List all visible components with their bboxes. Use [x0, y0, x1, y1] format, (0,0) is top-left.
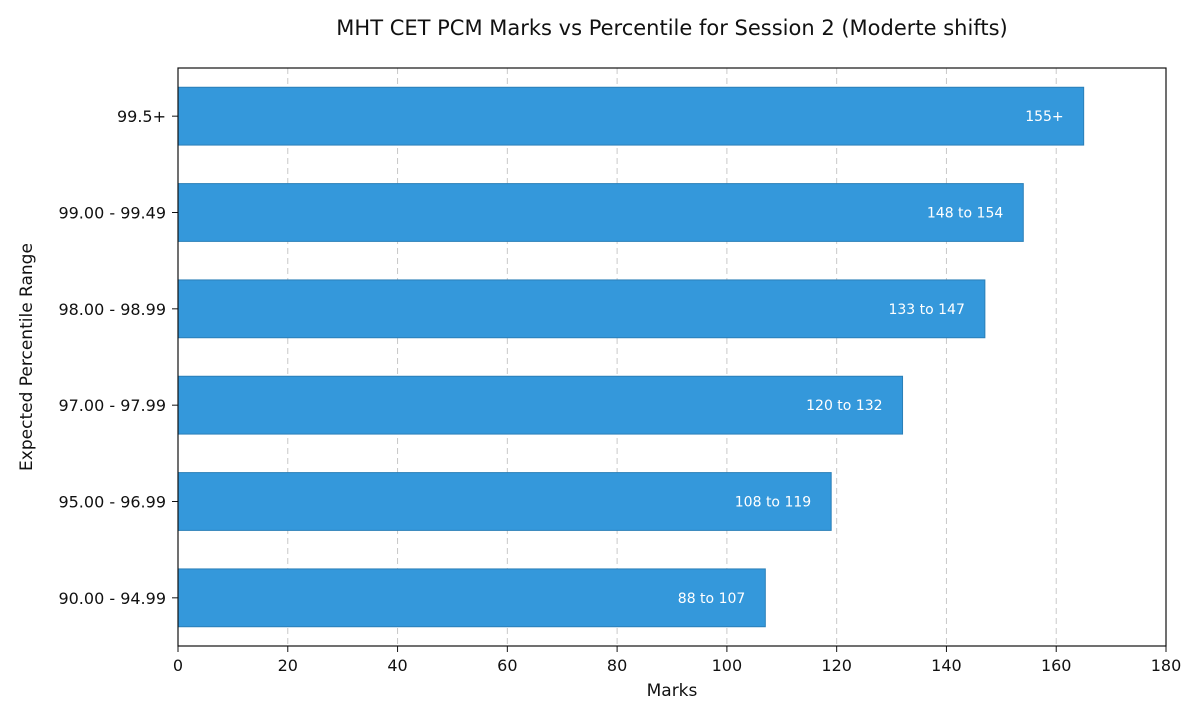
bar — [177, 375, 904, 435]
x-tick-label: 120 — [821, 656, 852, 675]
x-axis-ticks: 0 20 40 60 80 100 120 140 160 180 — [173, 646, 1181, 675]
x-tick-label: 20 — [278, 656, 298, 675]
chart-title: MHT CET PCM Marks vs Percentile for Sess… — [336, 16, 1007, 40]
x-tick-label: 40 — [387, 656, 407, 675]
x-tick-label: 80 — [607, 656, 627, 675]
y-tick-label: 90.00 - 94.99 — [58, 589, 166, 608]
x-tick-label: 160 — [1041, 656, 1072, 675]
y-axis-label: Expected Percentile Range — [17, 243, 37, 471]
x-tick-label: 100 — [712, 656, 743, 675]
x-tick-label: 180 — [1151, 656, 1182, 675]
bar — [177, 472, 832, 531]
grid — [287, 68, 1057, 646]
x-tick-label: 60 — [497, 656, 517, 675]
bar — [177, 183, 1024, 242]
bar — [177, 279, 986, 339]
bars — [177, 86, 1085, 628]
bar-value-label: 88 to 107 — [678, 591, 746, 607]
y-tick-label: 97.00 - 97.99 — [58, 396, 166, 415]
y-tick-label: 98.00 - 98.99 — [58, 300, 166, 319]
plot-frame — [177, 67, 1167, 647]
bar-value-label: 148 to 154 — [927, 206, 1003, 222]
x-tick-label: 0 — [173, 656, 183, 675]
bar-value-label: 155+ — [1025, 109, 1063, 125]
bar-value-label: 133 to 147 — [888, 302, 964, 318]
bar-value-label: 120 to 132 — [806, 398, 882, 414]
bar-labels: 155+ 148 to 154 133 to 147 120 to 132 108 to… — [678, 109, 1064, 607]
y-tick-label: 99.00 - 99.49 — [58, 204, 166, 223]
y-tick-label: 95.00 - 96.99 — [58, 493, 166, 512]
y-axis-ticks: 99.5+ 99.00 - 99.49 98.00 - 98.99 97.00 - 9… — [58, 107, 178, 608]
x-tick-label: 140 — [931, 656, 962, 675]
bar — [177, 568, 766, 628]
y-tick-label: 99.5+ — [117, 107, 166, 126]
x-axis-label: Marks — [647, 681, 698, 701]
bar-value-label: 108 to 119 — [735, 495, 811, 511]
bar — [177, 86, 1085, 146]
